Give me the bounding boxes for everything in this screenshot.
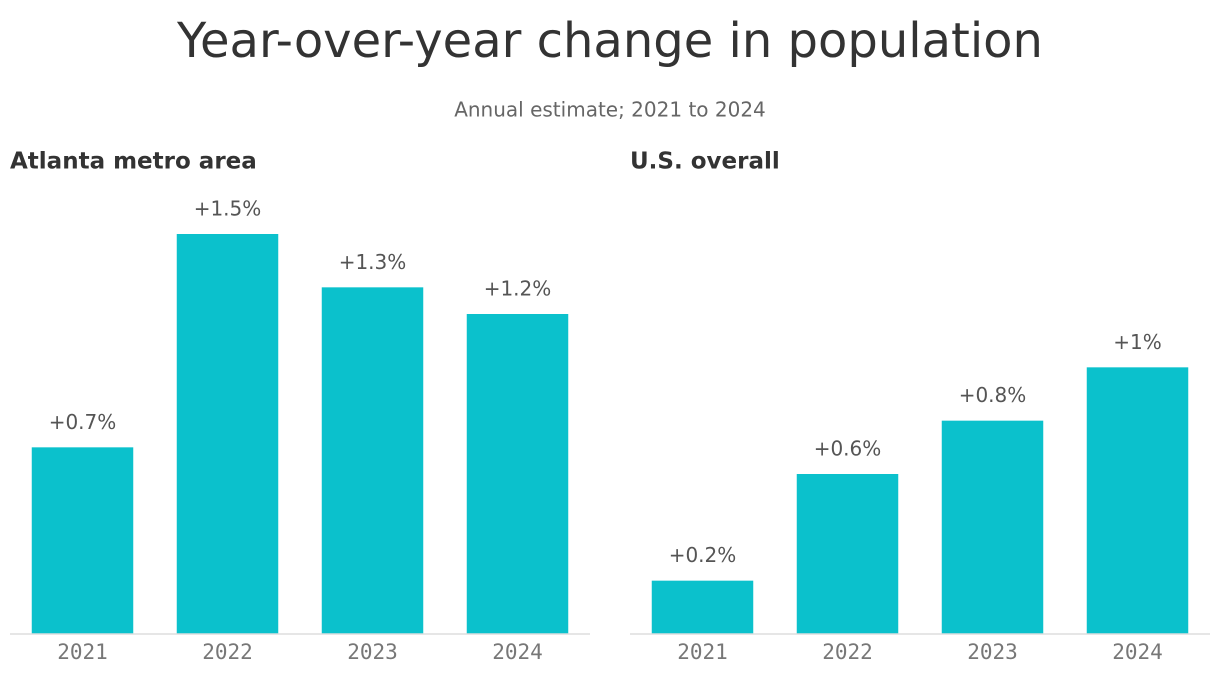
value-label: +1.2% xyxy=(484,277,552,301)
x-tick-label: 2021 xyxy=(57,640,108,664)
bar xyxy=(321,287,424,634)
x-tick-label: 2023 xyxy=(967,640,1018,664)
value-label: +0.7% xyxy=(49,410,117,434)
value-label: +0.8% xyxy=(959,383,1027,407)
bar xyxy=(466,314,569,634)
value-label: +1% xyxy=(1113,330,1162,354)
value-label: +1.5% xyxy=(194,197,262,221)
value-label: +0.6% xyxy=(814,437,882,461)
panel-title: Atlanta metro area xyxy=(10,149,257,175)
x-tick-label: 2023 xyxy=(347,640,398,664)
x-tick-label: 2021 xyxy=(677,640,728,664)
chart-title: Year-over-year change in population xyxy=(176,13,1043,69)
x-tick-label: 2022 xyxy=(202,640,253,664)
value-label: +1.3% xyxy=(339,250,407,274)
bar xyxy=(651,580,754,634)
value-label: +0.2% xyxy=(669,543,737,567)
chart-subtitle: Annual estimate; 2021 to 2024 xyxy=(454,98,766,122)
bar xyxy=(796,474,899,634)
x-tick-label: 2024 xyxy=(1112,640,1163,664)
bar xyxy=(31,447,134,634)
bar xyxy=(941,420,1044,634)
bar xyxy=(176,234,279,634)
bar xyxy=(1086,367,1189,634)
x-tick-label: 2022 xyxy=(822,640,873,664)
x-tick-label: 2024 xyxy=(492,640,543,664)
panel-title: U.S. overall xyxy=(630,149,780,175)
